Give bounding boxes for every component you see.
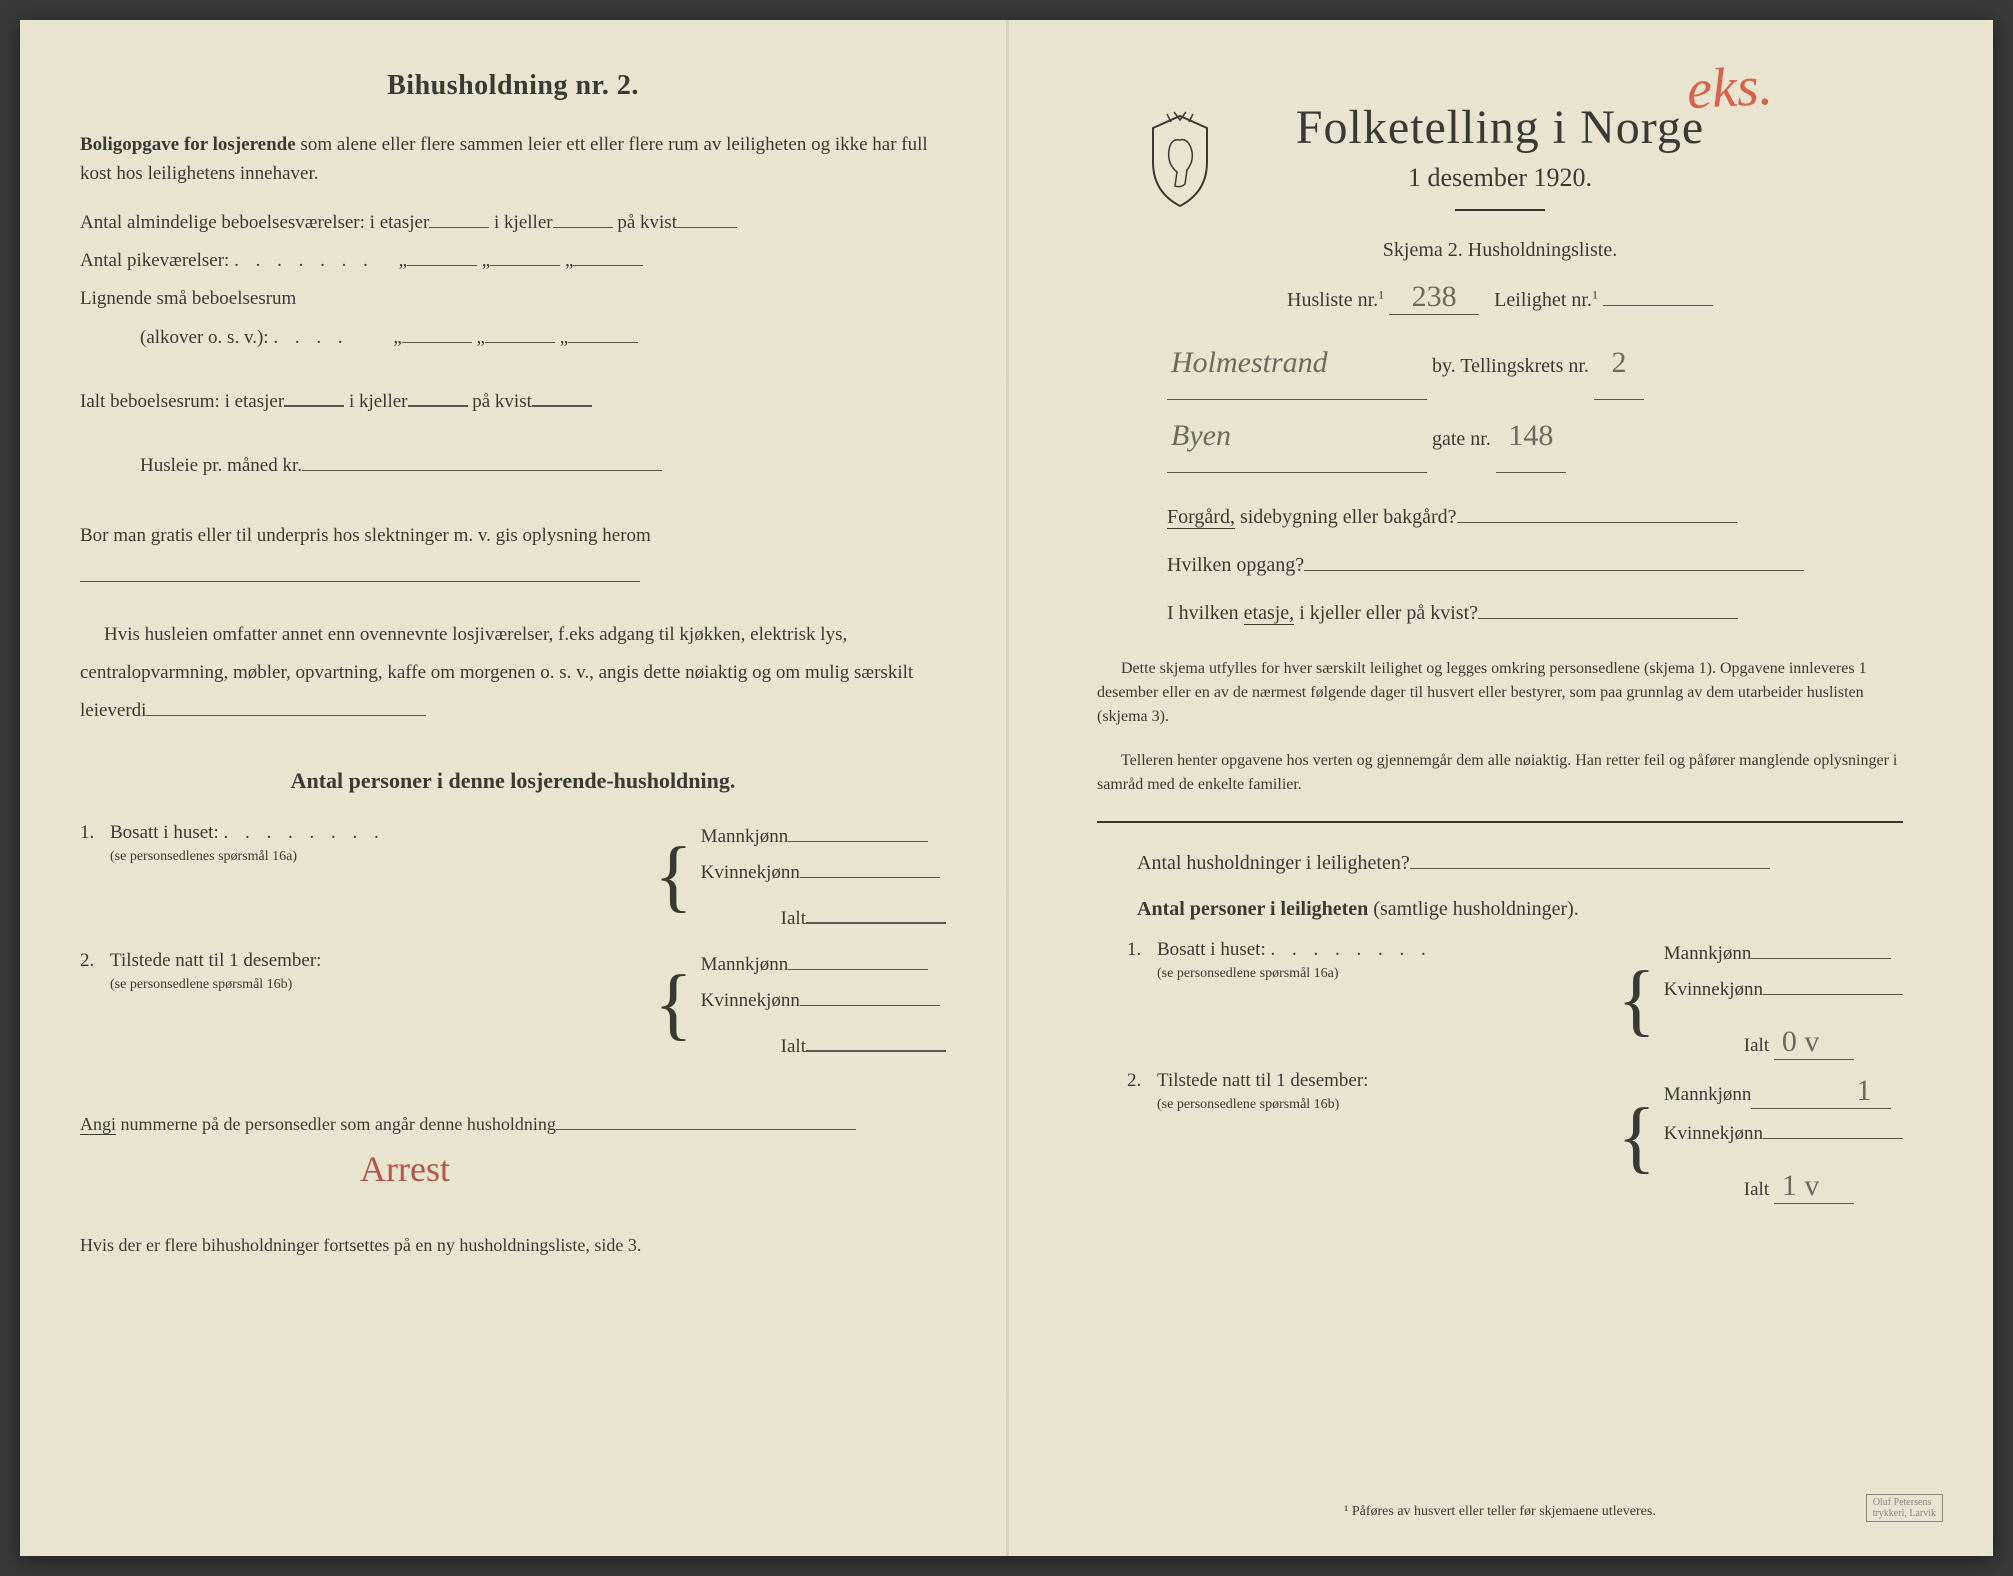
q-households: Antal husholdninger i leiligheten? (1137, 847, 1903, 879)
header-block: Folketelling i Norge 1 desember 1920. (1067, 100, 1933, 211)
line-ialt-rooms: Ialt beboelsesrum: i etasjer i kjeller p… (80, 386, 946, 418)
location-lines: Holmestrand by. Tellingskrets nr. 2 Byen… (1167, 327, 1903, 473)
title-rule (1455, 209, 1545, 211)
husliste-value: 238 (1389, 280, 1479, 315)
ialt-value-1: 0 v (1774, 1025, 1854, 1060)
left-heading: Bihusholdning nr. 2. (80, 70, 946, 102)
instructions-para-1: Dette skjema utfylles for hver særskilt … (1097, 657, 1903, 729)
building-questions: Forgård, sidebygning eller bakgård? Hvil… (1167, 493, 1903, 637)
left-subheading: Antal personer i denne losjerende-hushol… (80, 768, 946, 794)
krets-value: 2 (1594, 327, 1644, 400)
divider-rule (1097, 821, 1903, 823)
footnote: ¹ Påføres av husvert eller teller før sk… (1007, 1504, 1993, 1520)
right-item-1: 1. Bosatt i huset: . . . . . . . . (se p… (1127, 939, 1903, 1060)
mann-value-2: 1 (1751, 1074, 1891, 1109)
right-page: eks. Folketelling i Norge 1 desember 192… (1007, 20, 1993, 1556)
line-pikevaerelser: Antal pikeværelser: . . . . . . . „ „ „ (80, 245, 946, 277)
line-husleie-details: Hvis husleien omfatter annet enn ovennev… (80, 616, 946, 730)
gate-value: Byen (1167, 400, 1427, 473)
q-persons: Antal personer i leiligheten (samtlige h… (1137, 893, 1903, 925)
gatenr-value: 148 (1496, 400, 1566, 473)
brace-icon: { (654, 822, 692, 930)
right-item-2: 2. Tilstede natt til 1 desember: (se per… (1127, 1070, 1903, 1204)
coat-of-arms-icon (1137, 110, 1223, 215)
line-husleie: Husleie pr. måned kr. (140, 450, 946, 482)
ialt-value-2: 1 v (1774, 1169, 1854, 1204)
lead-paragraph: Boligopgave for losjerende som alene ell… (80, 130, 946, 189)
left-footer: Angi nummerne på de personsedler som ang… (80, 1108, 946, 1262)
line-gratis: Bor man gratis eller til underpris hos s… (80, 515, 946, 599)
husliste-line: Husliste nr.1 238 Leilighet nr.1 (1067, 280, 1933, 315)
instructions-para-2: Telleren henter opgavene hos verten og g… (1097, 749, 1903, 797)
brace-icon: { (1617, 939, 1655, 1060)
left-item-1: 1. Bosatt i huset: . . . . . . . . (se p… (80, 822, 946, 930)
census-form-document: Bihusholdning nr. 2. Boligopgave for los… (20, 20, 1993, 1556)
printer-stamp: Oluf Petersenstrykkeri, Larvik (1866, 1494, 1943, 1522)
lead-bold: Boligopgave for losjerende (80, 134, 296, 155)
left-page: Bihusholdning nr. 2. Boligopgave for los… (20, 20, 1007, 1556)
brace-icon: { (1617, 1070, 1655, 1204)
foot-line-2: Hvis der er flere bihusholdninger fortse… (80, 1229, 946, 1261)
line-rooms-floors: Antal almindelige beboelsesværelser: i e… (80, 207, 946, 239)
line-alkover-label: Lignende små beboelsesrum (80, 283, 946, 315)
left-item-2: 2. Tilstede natt til 1 desember: (se per… (80, 950, 946, 1058)
brace-icon: { (654, 950, 692, 1058)
skjema-line: Skjema 2. Husholdningsliste. (1067, 239, 1933, 262)
line-alkover: (alkover o. s. v.): . . . . „ „ „ (140, 322, 946, 354)
by-value: Holmestrand (1167, 327, 1427, 400)
